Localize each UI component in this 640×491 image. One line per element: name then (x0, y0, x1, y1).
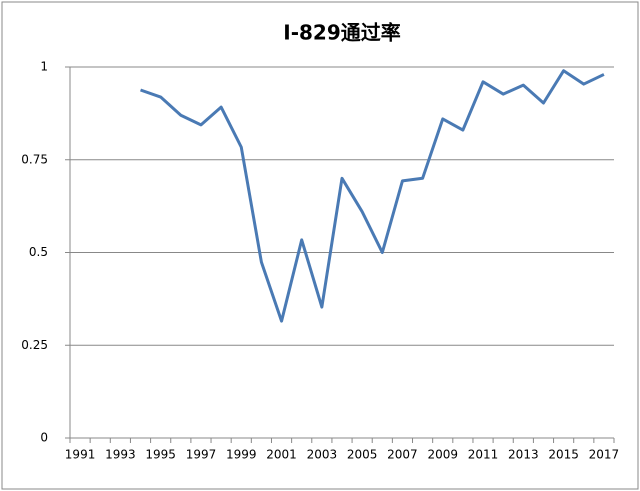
x-tick-label: 2005 (347, 448, 378, 462)
x-tick-label: 2013 (508, 448, 539, 462)
series-line (140, 69, 605, 323)
x-tick-label: 2017 (589, 448, 620, 462)
y-tick-label: 0.25 (21, 338, 48, 352)
x-tick-label: 1991 (65, 448, 96, 462)
x-tick-label: 1993 (105, 448, 136, 462)
x-tick-label: 1999 (226, 448, 257, 462)
chart-title: I-829通过率 (283, 21, 401, 45)
y-tick-label: 0.75 (21, 152, 48, 166)
x-tick-label: 1995 (145, 448, 176, 462)
x-tick-label: 2011 (468, 448, 499, 462)
y-tick-label: 0.5 (29, 245, 48, 259)
y-tick-label: 1 (40, 60, 48, 74)
x-tick-label: 2009 (427, 448, 458, 462)
y-tick-label: 0 (40, 431, 48, 445)
x-tick-label: 2015 (548, 448, 579, 462)
x-tick-label: 2007 (387, 448, 418, 462)
x-tick-label: 2001 (266, 448, 297, 462)
x-tick-label: 1997 (186, 448, 217, 462)
x-tick-label: 2003 (307, 448, 338, 462)
